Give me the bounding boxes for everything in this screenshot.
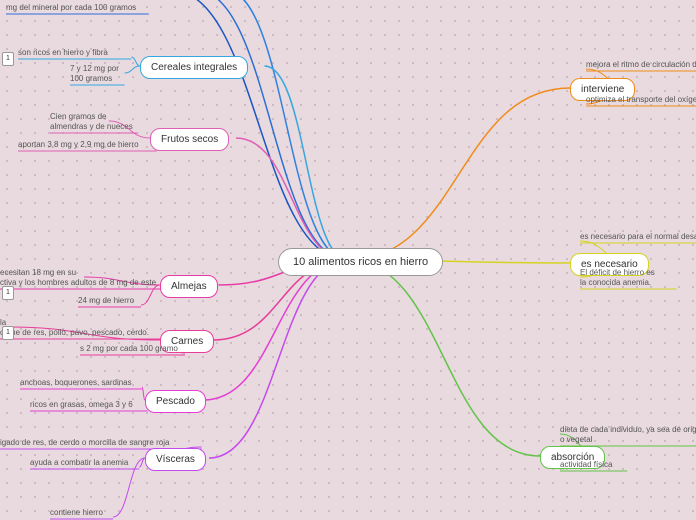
- leaf-note: contiene hierro: [50, 508, 103, 518]
- leaf-note: mejora el ritmo de circulación de la san: [586, 60, 696, 70]
- leaf-note: son ricos en hierro y fibra: [18, 48, 108, 58]
- branch-Frutos secos[interactable]: Frutos secos: [150, 128, 229, 151]
- collapse-tag[interactable]: 1: [2, 326, 14, 340]
- collapse-tag[interactable]: 1: [2, 286, 14, 300]
- leaf-note: ricos en grasas, omega 3 y 6: [30, 400, 133, 410]
- leaf-note: Cien gramos dealmendras y de nueces: [50, 112, 133, 133]
- leaf-note: anchoas, boquerones, sardinas: [20, 378, 132, 388]
- mindmap-canvas: { "center": {"label":"10 alimentos ricos…: [0, 0, 696, 520]
- leaf-note: aportan 3,8 mg y 2,9 mg de hierro: [18, 140, 139, 150]
- branch-Pescado[interactable]: Pescado: [145, 390, 206, 413]
- leaf-note: lacarne de res, pollo, pavo, pescado, ce…: [0, 318, 149, 339]
- leaf-note: ayuda a combatir la anemia: [30, 458, 128, 468]
- leaf-note: El déficit de hierro esla conocida anemi…: [580, 268, 655, 289]
- branch-Vísceras[interactable]: Vísceras: [145, 448, 206, 471]
- leaf-note: 7 y 12 mg por100 gramos: [70, 64, 119, 85]
- leaf-note: actividad física: [560, 460, 612, 470]
- leaf-note: optimiza el transporte del oxígeno hacia: [586, 95, 696, 105]
- leaf-note: 24 mg de hierro: [78, 296, 134, 306]
- leaf-note: dieta de cada individuo, ya sea de origo…: [560, 425, 696, 446]
- leaf-note: ecesitan 18 mg en suctiva y los hombres …: [0, 268, 156, 289]
- top-note: mg del mineral por cada 100 gramos: [6, 3, 136, 13]
- leaf-note: s 2 mg por cada 100 gramo: [80, 344, 178, 354]
- center-node[interactable]: 10 alimentos ricos en hierro: [278, 248, 443, 276]
- leaf-note: igado de res, de cerdo o morcilla de san…: [0, 438, 169, 448]
- collapse-tag[interactable]: 1: [2, 52, 14, 66]
- branch-Cereales integrales[interactable]: Cereales integrales: [140, 56, 248, 79]
- leaf-note: es necesario para el normal desarr: [580, 232, 696, 242]
- branch-Almejas[interactable]: Almejas: [160, 275, 218, 298]
